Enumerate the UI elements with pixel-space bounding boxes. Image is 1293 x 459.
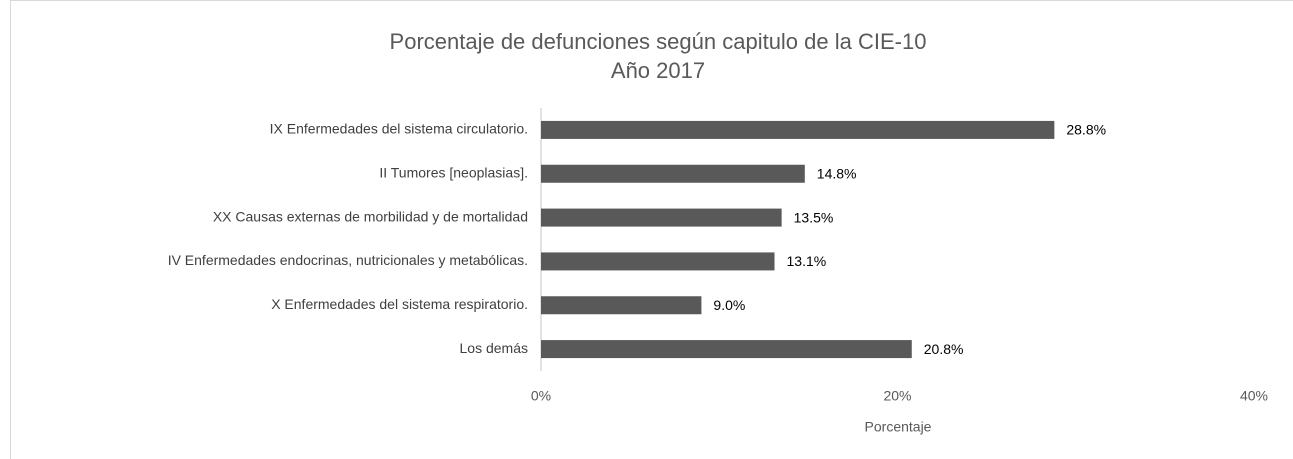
bar	[541, 340, 912, 359]
y-tick-label: XX Causas externas de morbilidad y de mo…	[213, 208, 528, 224]
bar	[541, 164, 805, 183]
y-tick-label: Los demás	[460, 340, 528, 356]
x-tick-label: 0%	[531, 388, 551, 404]
bar	[541, 120, 1055, 139]
y-tick-label: IV Enfermedades endocrinas, nutricionale…	[168, 252, 528, 268]
value-label: 13.5%	[794, 209, 834, 225]
value-label: 28.8%	[1066, 122, 1106, 138]
value-label: 9.0%	[713, 297, 745, 313]
chart-frame	[10, 0, 1293, 459]
y-tick-label: X Enfermedades del sistema respiratorio.	[271, 296, 528, 312]
bar	[541, 208, 782, 227]
x-axis-label: Porcentaje	[865, 419, 932, 435]
value-label: 13.1%	[787, 253, 827, 269]
bar	[541, 296, 702, 315]
y-tick-label: II Tumores [neoplasias].	[379, 164, 528, 180]
value-label: 14.8%	[817, 165, 857, 181]
bar	[541, 252, 775, 271]
x-tick-label: 40%	[1240, 388, 1268, 404]
chart-title: Porcentaje de defunciones según capitulo…	[390, 29, 927, 54]
y-tick-label: IX Enfermedades del sistema circulatorio…	[270, 121, 528, 137]
chart-subtitle: Año 2017	[611, 58, 705, 83]
value-label: 20.8%	[924, 341, 964, 357]
x-tick-label: 20%	[883, 388, 911, 404]
